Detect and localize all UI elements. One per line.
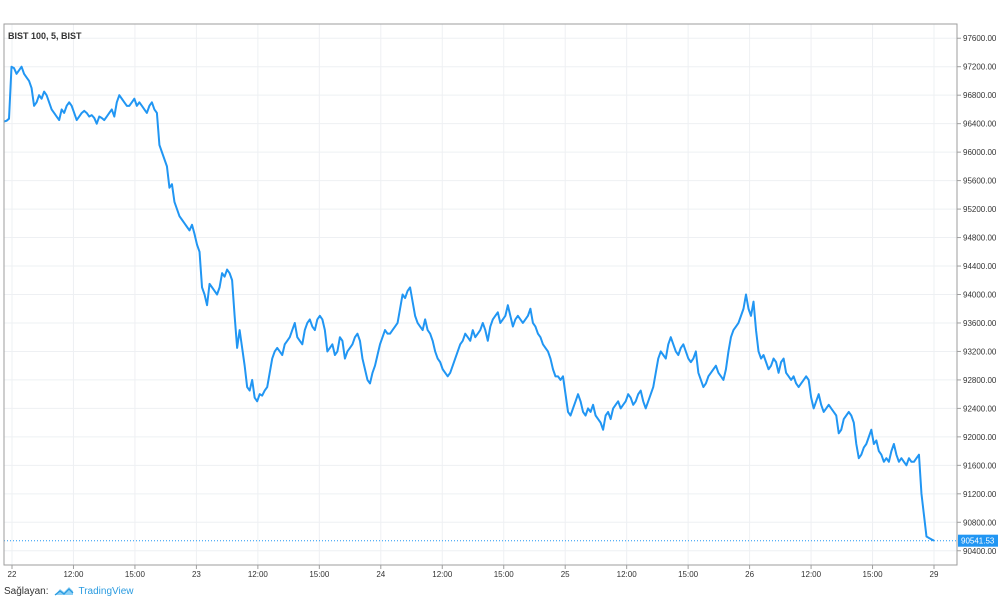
x-tick-label: 29 (930, 570, 939, 579)
y-tick-label: 95600.00 (963, 177, 997, 186)
y-tick-label: 92400.00 (963, 404, 997, 413)
series-layer (3, 65, 957, 542)
x-tick-label: 15:00 (309, 570, 330, 579)
x-tick-label: 12:00 (801, 570, 822, 579)
y-tick-label: 94400.00 (963, 262, 997, 271)
x-tick-label: 25 (561, 570, 570, 579)
last-price-badge (958, 534, 998, 547)
x-tick-label: 23 (192, 570, 201, 579)
y-tick-label: 91600.00 (963, 461, 997, 470)
y-tick-label: 90400.00 (963, 547, 997, 556)
y-tick-label: 95200.00 (963, 205, 997, 214)
y-tick-label: 92000.00 (963, 433, 997, 442)
axes: 90400.00 90800.00 91200.00 91600.00 92000.00… (3, 23, 998, 579)
y-tick-label: 96400.00 (963, 120, 997, 129)
price-chart: 90400.00 90800.00 91200.00 91600.00 92000.00… (0, 0, 1000, 580)
y-tick-label: 93200.00 (963, 347, 997, 356)
last-price-label: 90541.53 (961, 537, 995, 546)
x-tick-label: 12:00 (617, 570, 638, 579)
y-tick-label: 93600.00 (963, 319, 997, 328)
x-tick-label: 15:00 (678, 570, 699, 579)
x-tick-label: 12:00 (432, 570, 453, 579)
y-tick-label: 92800.00 (963, 376, 997, 385)
y-tick-label: 94000.00 (963, 291, 997, 300)
x-tick-label: 15:00 (494, 570, 515, 579)
tradingview-link[interactable]: TradingView (78, 585, 134, 597)
x-tick-label: 12:00 (248, 570, 269, 579)
y-tick-label: 97200.00 (963, 63, 997, 72)
grid (4, 24, 957, 565)
y-tick-label: 96800.00 (963, 91, 997, 100)
x-tick-label: 24 (376, 570, 385, 579)
y-tick-label: 90800.00 (963, 518, 997, 527)
y-tick-label: 91200.00 (963, 490, 997, 499)
price-line (3, 65, 935, 542)
tradingview-logo-icon[interactable] (54, 585, 74, 597)
source-label: Sağlayan: (4, 585, 49, 597)
chart-background (0, 0, 1000, 580)
x-tick-label: 12:00 (63, 570, 84, 579)
x-tick-label: 26 (745, 570, 754, 579)
footer: Sağlayan: TradingView (4, 582, 134, 600)
y-tick-label: 97600.00 (963, 34, 997, 43)
y-tick-label: 94800.00 (963, 234, 997, 243)
x-tick-label: 15:00 (863, 570, 884, 579)
x-tick-label: 22 (8, 570, 17, 579)
x-tick-label: 15:00 (125, 570, 146, 579)
chart-title: BIST 100, 5, BIST (8, 31, 82, 41)
y-tick-label: 96000.00 (963, 148, 997, 157)
